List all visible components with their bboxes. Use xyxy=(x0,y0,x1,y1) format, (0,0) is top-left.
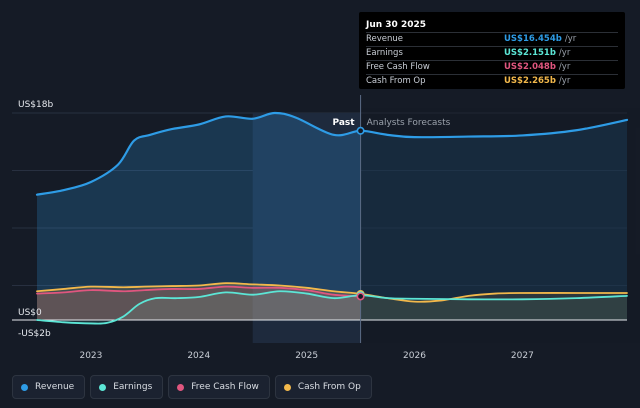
tooltip-value: US$2.048b xyxy=(504,62,556,72)
highlight-band xyxy=(252,113,361,343)
cash-from-op-line xyxy=(36,282,628,303)
x-tick-label: 2024 xyxy=(187,351,210,361)
revenue-line xyxy=(35,111,629,196)
cash-from-op-area xyxy=(37,283,627,320)
tooltip-label: Revenue xyxy=(366,34,404,44)
free-cash-flow-marker xyxy=(356,292,365,301)
legend-dot-icon xyxy=(99,383,107,391)
free-cash-flow-area xyxy=(37,286,361,320)
data-tooltip: Jun 30 2025 Revenue US$16.454b /yr Earni… xyxy=(359,12,625,89)
tooltip-label: Cash From Op xyxy=(366,76,426,86)
earnings-line xyxy=(36,290,628,325)
y-tick-label: US$0 xyxy=(18,308,42,318)
forecast-label: Analysts Forecasts xyxy=(367,118,451,128)
y-tick-label: US$18b xyxy=(18,100,53,110)
tooltip-row-cash-from-op: Cash From Op US$2.265b /yr xyxy=(366,74,618,88)
tooltip-label: Earnings xyxy=(366,48,403,58)
tooltip-date: Jun 30 2025 xyxy=(366,20,427,30)
legend-item-free-cash-flow[interactable]: Free Cash Flow xyxy=(168,375,270,399)
legend-dot-icon xyxy=(177,383,185,391)
tooltip-row-revenue: Revenue US$16.454b /yr xyxy=(366,32,618,46)
tooltip-value: US$16.454b xyxy=(504,34,562,44)
forecast-overlay xyxy=(360,108,640,343)
tooltip-value: US$2.151b xyxy=(504,48,556,58)
legend-item-revenue[interactable]: Revenue xyxy=(12,375,86,399)
earnings-area xyxy=(37,291,627,324)
revenue-area xyxy=(37,112,627,321)
tooltip-value: US$2.265b xyxy=(504,76,556,86)
tooltip-label: Free Cash Flow xyxy=(366,62,430,72)
tooltip-unit: /yr xyxy=(558,76,571,86)
tooltip-unit: /yr xyxy=(558,62,571,72)
y-tick-label: -US$2b xyxy=(18,329,51,339)
legend-item-earnings[interactable]: Earnings xyxy=(90,375,164,399)
tooltip-unit: /yr xyxy=(558,48,571,58)
x-tick-label: 2027 xyxy=(511,351,534,361)
legend-label: Revenue xyxy=(35,382,75,392)
x-tick-label: 2025 xyxy=(295,351,318,361)
legend-item-cash-from-op[interactable]: Cash From Op xyxy=(274,375,372,399)
legend-dot-icon xyxy=(283,383,291,391)
x-tick-label: 2026 xyxy=(403,351,426,361)
past-label: Past xyxy=(332,118,355,128)
revenue-marker xyxy=(356,126,365,135)
legend-label: Earnings xyxy=(113,382,153,392)
x-tick-label: 2023 xyxy=(79,351,102,361)
tooltip-unit: /yr xyxy=(564,34,577,44)
legend-dot-icon xyxy=(21,383,28,391)
legend: Revenue Earnings Free Cash Flow Cash Fro… xyxy=(12,375,372,401)
tooltip-row-earnings: Earnings US$2.151b /yr xyxy=(366,46,618,60)
tooltip-row-free-cash-flow: Free Cash Flow US$2.048b /yr xyxy=(366,60,618,74)
free-cash-flow-line xyxy=(36,285,362,298)
legend-label: Free Cash Flow xyxy=(191,382,259,392)
legend-label: Cash From Op xyxy=(297,382,361,392)
